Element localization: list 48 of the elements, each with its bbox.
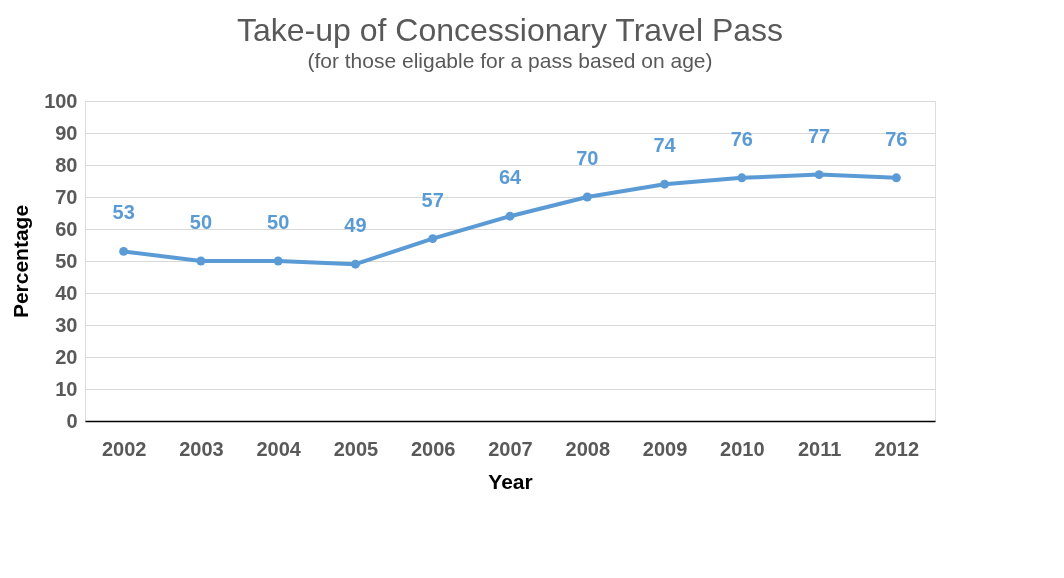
x-tick-label: 2004 xyxy=(256,437,302,460)
point xyxy=(428,234,438,244)
x-tick-label: 2009 xyxy=(642,437,688,460)
x-tick-label: 2006 xyxy=(410,437,456,460)
x-tick-label: 2008 xyxy=(565,437,611,460)
x-axis-title: Year xyxy=(488,469,533,493)
data-label: 76 xyxy=(885,127,908,150)
x-tick-label: 2011 xyxy=(797,437,842,460)
point xyxy=(350,259,360,269)
data-label: 53 xyxy=(112,201,135,224)
data-label: 76 xyxy=(730,127,753,150)
point xyxy=(891,173,901,183)
y-tick-label: 40 xyxy=(55,281,78,304)
data-label: 50 xyxy=(189,211,213,233)
point xyxy=(505,211,515,221)
y-tick-label: 10 xyxy=(55,377,78,400)
point xyxy=(582,192,592,202)
y-tick-label: 100 xyxy=(44,89,78,112)
data-label: 77 xyxy=(807,124,831,147)
x-tick-label: 2012 xyxy=(874,437,920,460)
x-tick-label: 2007 xyxy=(488,437,533,460)
y-tick-label: 50 xyxy=(55,249,78,272)
x-tick-label: 2010 xyxy=(720,437,765,460)
y-tick-label: 20 xyxy=(55,345,78,368)
data-label: 57 xyxy=(421,188,444,211)
y-tick-label: 30 xyxy=(55,313,78,336)
point xyxy=(737,173,747,183)
y-axis-title: Percentage xyxy=(9,204,33,319)
data-label: 50 xyxy=(267,211,290,233)
y-tick-label: 0 xyxy=(66,409,78,432)
x-tick-label: 2005 xyxy=(333,437,379,460)
x-tick-label: 2002 xyxy=(101,437,147,460)
point xyxy=(660,179,670,189)
y-tick-label: 90 xyxy=(55,121,78,144)
y-tick-label: 80 xyxy=(55,153,78,176)
chart-title: Take-up of Concessionary Travel Pass xyxy=(236,12,784,48)
point xyxy=(273,256,283,266)
data-label: 64 xyxy=(498,166,522,189)
y-tick-label: 70 xyxy=(55,185,78,208)
data-label: 49 xyxy=(344,214,367,237)
y-tick-label: 60 xyxy=(55,217,78,240)
point xyxy=(196,256,206,266)
point xyxy=(119,246,129,256)
chart-subtitle: (for those eligable for a pass based on age) xyxy=(307,49,713,72)
point xyxy=(814,170,824,180)
data-label: 70 xyxy=(576,147,599,169)
x-tick-label: 2003 xyxy=(179,437,224,460)
data-label: 74 xyxy=(653,134,677,157)
